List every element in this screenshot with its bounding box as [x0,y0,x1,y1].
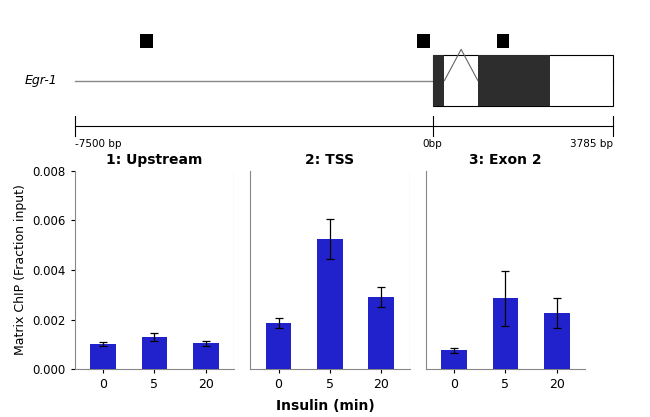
Title: 3: Exon 2: 3: Exon 2 [469,153,541,167]
Bar [266,323,291,369]
Text: Insulin (min): Insulin (min) [276,399,374,413]
Bar [478,55,550,106]
Bar [142,337,167,369]
Title: 1: Upstream: 1: Upstream [106,153,203,167]
Text: Egr-1: Egr-1 [25,74,58,87]
Text: -7500 bp: -7500 bp [75,139,122,149]
Bar [493,299,518,369]
Y-axis label: Matrix ChIP (Fraction input): Matrix ChIP (Fraction input) [14,185,27,355]
Title: 2: TSS: 2: TSS [306,153,354,167]
Bar [369,297,394,369]
Bar [140,34,153,48]
Bar [317,239,343,369]
Bar [193,343,218,369]
Bar [90,344,116,369]
Bar [433,55,613,106]
Bar [417,34,430,48]
Bar [544,313,569,369]
Bar [441,350,467,369]
Bar [433,55,445,106]
Text: 3785 bp: 3785 bp [570,139,613,149]
Text: 0bp: 0bp [422,139,443,149]
Bar [497,34,510,48]
